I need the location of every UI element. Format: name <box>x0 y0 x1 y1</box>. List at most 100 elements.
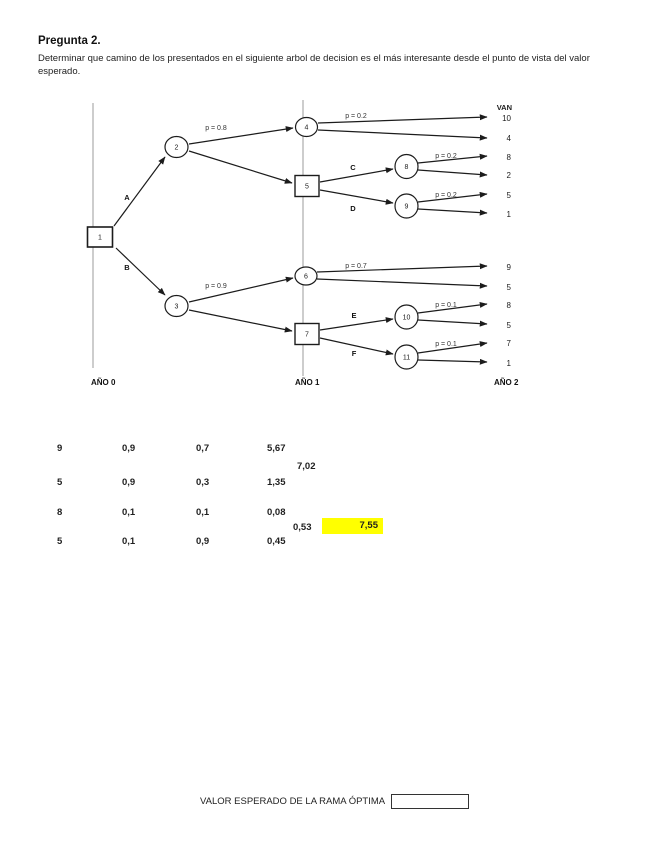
calc-cell-r3c3: 0,45 <box>267 536 286 547</box>
arrow-node3-node7 <box>188 309 293 333</box>
highlighted-total: 7,55 <box>322 518 383 534</box>
calc-cell-r1c3: 1,35 <box>267 477 286 488</box>
node-3-label: 3 <box>175 304 179 311</box>
branch-label-B: B <box>124 263 130 272</box>
van-value-6: 9 <box>507 263 512 272</box>
node-9-label: 9 <box>405 204 409 211</box>
calc-cell-r2c3: 0,08 <box>267 507 286 518</box>
van-value-7: 5 <box>507 283 512 292</box>
arrow-node11-van7 <box>417 341 488 354</box>
arrow-node10-van8 <box>417 301 488 314</box>
prob-label-node3: p = 0.9 <box>205 283 227 290</box>
calc-cell-r3c1: 0,1 <box>122 536 136 547</box>
prob-label-node2: p = 0.8 <box>205 125 227 132</box>
answer-label: VALOR ESPERADO DE LA RAMA ÓPTIMA <box>200 796 386 807</box>
answer-row: VALOR ESPERADO DE LA RAMA ÓPTIMA <box>200 794 470 809</box>
calc-cell-r3c0: 5 <box>57 536 63 547</box>
arrow-node8-van2 <box>417 169 488 178</box>
chance-node-6 <box>294 266 318 286</box>
node-1-label: 1 <box>98 235 102 242</box>
van-value-0: 10 <box>502 114 511 123</box>
year-label-0: AÑO 0 <box>91 378 116 387</box>
branch-label-D: D <box>350 204 356 213</box>
arrow-node4-van10 <box>317 114 488 124</box>
arrow-node10-van5 <box>417 319 488 327</box>
van-value-5: 1 <box>507 210 512 219</box>
branch-label-E: E <box>351 311 356 320</box>
arrow-node3-node6 <box>188 276 294 303</box>
page-title: Pregunta 2. <box>38 35 101 47</box>
calc-cell-r0c3: 5,67 <box>267 443 286 454</box>
branch-label-A: A <box>124 193 130 202</box>
node-8-label: 8 <box>405 164 409 171</box>
branch-arrows <box>113 114 488 365</box>
node-10-label: 10 <box>403 315 411 322</box>
chance-node-3 <box>164 294 189 318</box>
prob-label-node10: p = 0.1 <box>435 302 457 309</box>
arrow-node1-node3 <box>115 247 166 296</box>
branch-label-F: F <box>352 349 357 358</box>
node-6-label: 6 <box>304 274 308 281</box>
van-value-8: 8 <box>507 301 512 310</box>
chance-node-11 <box>394 344 419 370</box>
calc-cell-r2c0: 8 <box>57 507 63 518</box>
branch-label-C: C <box>350 163 356 172</box>
decision-node-5 <box>294 174 320 198</box>
answer-box[interactable] <box>391 794 470 809</box>
node-5-label: 5 <box>305 184 309 191</box>
year-label-1: AÑO 1 <box>295 378 320 387</box>
arrow-node9-van5 <box>417 191 488 203</box>
arrow-node2-node4 <box>188 126 294 145</box>
arrow-node2-node5 <box>188 150 293 184</box>
decision-tree-diagram: 1 2 3 4 5 6 7 8 9 10 11 A B C D E F p = … <box>86 100 519 387</box>
branch-b-total: 0,53 <box>293 522 312 533</box>
node-7-label: 7 <box>305 332 309 339</box>
question-text: Determinar que camino de los presentados… <box>38 53 590 77</box>
arrow-node8-van8 <box>417 153 488 164</box>
chance-node-9 <box>394 193 419 219</box>
year-label-2: AÑO 2 <box>494 378 519 387</box>
arrow-node11-van1 <box>417 358 488 365</box>
calc-cell-r0c1: 0,9 <box>122 443 136 454</box>
calc-cell-r2c1: 0,1 <box>122 507 136 518</box>
chance-node-2 <box>164 135 189 159</box>
decision-node-1 <box>86 226 114 248</box>
calc-cell-r1c0: 5 <box>57 477 63 488</box>
chance-node-8 <box>394 153 419 180</box>
arrow-node6-van5 <box>316 278 488 289</box>
van-header: VAN <box>497 103 512 112</box>
calc-cell-r1c1: 0,9 <box>122 477 136 488</box>
calc-cell-r3c2: 0,9 <box>196 536 210 547</box>
arrow-node7-node11 <box>319 337 394 356</box>
van-value-1: 4 <box>507 134 512 143</box>
prob-label-node9: p = 0.2 <box>435 192 457 199</box>
branch-a-total: 7,02 <box>297 461 316 472</box>
node-4-label: 4 <box>305 125 309 132</box>
arrow-node5-node8 <box>319 167 394 183</box>
prob-label-node6: p = 0.7 <box>345 263 367 270</box>
arrow-node5-node9 <box>319 189 394 205</box>
calc-cell-r1c2: 0,3 <box>196 477 210 488</box>
van-value-2: 8 <box>507 153 512 162</box>
arrow-node9-van1 <box>417 208 488 216</box>
prob-label-node4: p = 0.2 <box>345 113 367 120</box>
arrow-node1-node2 <box>113 156 166 227</box>
chance-node-10 <box>394 304 419 330</box>
arrow-node7-node10 <box>319 317 394 331</box>
calc-cell-r2c2: 0,1 <box>196 507 210 518</box>
calc-cell-r0c2: 0,7 <box>196 443 210 454</box>
van-value-4: 5 <box>507 191 512 200</box>
van-value-11: 1 <box>507 359 512 368</box>
van-value-10: 7 <box>507 339 512 348</box>
node-2-label: 2 <box>175 145 179 152</box>
arrow-node4-van4 <box>317 129 488 141</box>
van-value-3: 2 <box>507 171 512 180</box>
chance-node-4 <box>294 116 319 138</box>
calc-cell-r0c0: 9 <box>57 443 63 454</box>
node-11-label: 11 <box>403 355 410 362</box>
van-value-9: 5 <box>507 321 512 330</box>
prob-label-node11: p = 0.1 <box>435 341 457 348</box>
arrow-node6-van9 <box>316 263 488 273</box>
prob-label-node8: p = 0.2 <box>435 153 457 160</box>
